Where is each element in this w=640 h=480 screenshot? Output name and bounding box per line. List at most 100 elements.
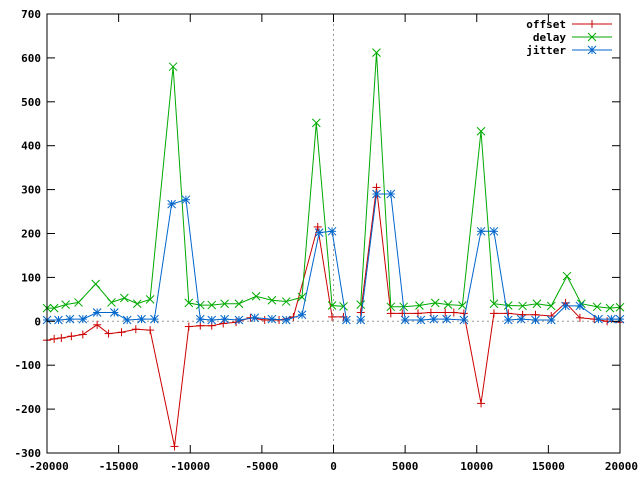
series-jitter (42, 189, 625, 325)
data-point-offset (328, 312, 337, 321)
data-point-jitter (400, 315, 410, 325)
data-point-delay (372, 48, 381, 57)
data-point-jitter (281, 315, 291, 325)
data-point-jitter (372, 189, 381, 199)
data-point-delay-stroke (339, 302, 348, 311)
legend-marker-delay-stroke (587, 32, 597, 42)
y-tick-label: 400 (21, 140, 41, 153)
data-point-jitter-stroke (167, 199, 176, 209)
data-point-jitter-stroke (442, 314, 452, 324)
legend-marker-offset (588, 20, 596, 28)
data-point-jitter-stroke (594, 314, 603, 324)
data-point-jitter-stroke (54, 315, 63, 325)
data-point-offset (131, 325, 140, 334)
data-point-delay-stroke (605, 303, 615, 313)
data-point-delay (234, 299, 244, 309)
data-point-delay-stroke (184, 298, 194, 308)
data-point-jitter (386, 189, 396, 199)
data-point-delay (168, 62, 178, 72)
y-tick-label: 600 (21, 52, 41, 65)
data-point-delay-stroke (562, 271, 572, 281)
data-point-jitter-stroke (297, 310, 307, 320)
data-point-jitter (503, 315, 513, 325)
data-point-delay-stroke (518, 301, 527, 311)
data-point-delay (145, 294, 155, 304)
data-point-offset (356, 308, 365, 317)
data-point-jitter (459, 315, 469, 325)
x-tick-label: 5000 (392, 460, 419, 473)
y-tick-label: 0 (34, 315, 41, 328)
data-point-delay-stroke (251, 291, 261, 301)
data-point-offset (575, 313, 584, 322)
data-point-jitter (546, 315, 556, 325)
x-tick-label: -20000 (29, 460, 69, 473)
axis-ticks (46, 13, 621, 454)
data-point-delay-stroke (220, 299, 229, 309)
series-delay (42, 48, 625, 313)
data-point-delay (489, 299, 499, 309)
data-point-delay-stroke (132, 299, 142, 309)
data-point-delay-stroke (443, 300, 453, 309)
data-point-offset (426, 308, 435, 317)
data-point-jitter (489, 226, 499, 236)
data-point-offset (313, 222, 322, 231)
data-point-jitter-stroke (372, 189, 381, 199)
data-point-jitter (561, 301, 570, 311)
data-point-delay-stroke (49, 303, 59, 313)
data-point-jitter-stroke (400, 315, 410, 325)
data-point-jitter-stroke (429, 314, 439, 324)
data-point-jitter (267, 314, 277, 324)
data-point-delay (251, 291, 261, 301)
y-tick-label: -200 (15, 403, 42, 416)
data-point-delay (415, 301, 424, 310)
data-point-jitter (516, 314, 526, 324)
data-point-offset (184, 322, 193, 331)
data-point-jitter (531, 315, 540, 325)
x-tick-label: -15000 (99, 460, 139, 473)
data-point-delay-stroke (592, 302, 602, 312)
data-point-delay (184, 298, 194, 308)
data-point-offset (449, 308, 458, 317)
data-point-jitter-stroke (65, 314, 75, 324)
data-point-delay-stroke (430, 298, 440, 308)
legend-label-jitter: jitter (526, 44, 566, 57)
data-point-offset (260, 315, 269, 324)
x-tick-label: 0 (330, 460, 337, 473)
data-point-jitter (607, 314, 616, 324)
y-tick-label: 200 (21, 228, 41, 241)
data-point-jitter-stroke (607, 314, 616, 324)
data-point-jitter-stroke (342, 315, 351, 325)
data-point-jitter-stroke (386, 189, 396, 199)
data-point-offset (67, 332, 76, 341)
data-point-delay (532, 299, 542, 309)
data-point-jitter-stroke (267, 314, 277, 324)
data-point-jitter (207, 315, 217, 325)
data-point-offset (441, 308, 450, 317)
data-point-delay-stroke (195, 300, 205, 310)
data-point-jitter-stroke (92, 308, 102, 317)
data-point-jitter-stroke (78, 314, 88, 324)
data-point-delay-stroke (386, 302, 396, 312)
data-point-jitter (575, 301, 585, 311)
data-point-jitter-stroke (459, 315, 469, 325)
data-point-offset (386, 309, 395, 318)
data-point-delay (74, 298, 83, 307)
data-point-delay (518, 301, 527, 311)
data-point-offset (104, 329, 113, 338)
data-point-delay (281, 297, 291, 306)
data-point-delay-stroke (234, 299, 244, 309)
data-point-jitter-stroke (109, 308, 119, 317)
data-point-jitter-stroke (503, 315, 513, 325)
data-point-jitter-stroke (234, 315, 244, 325)
data-point-jitter-stroke (546, 315, 556, 325)
data-point-offset (146, 326, 155, 335)
data-point-delay (443, 300, 453, 309)
data-point-jitter (476, 226, 486, 236)
x-tick-labels: -20000 -15000 -10000 -5000 0 5000 10000 15000 20… (29, 460, 638, 473)
data-point-delay (339, 302, 348, 311)
x-tick-label: 20000 (605, 460, 638, 473)
data-point-jitter (65, 314, 75, 324)
y-tick-labels: -300 -200 -100 0 100 200 300 400 500 600 700 (15, 8, 42, 460)
data-point-jitter (594, 314, 603, 324)
